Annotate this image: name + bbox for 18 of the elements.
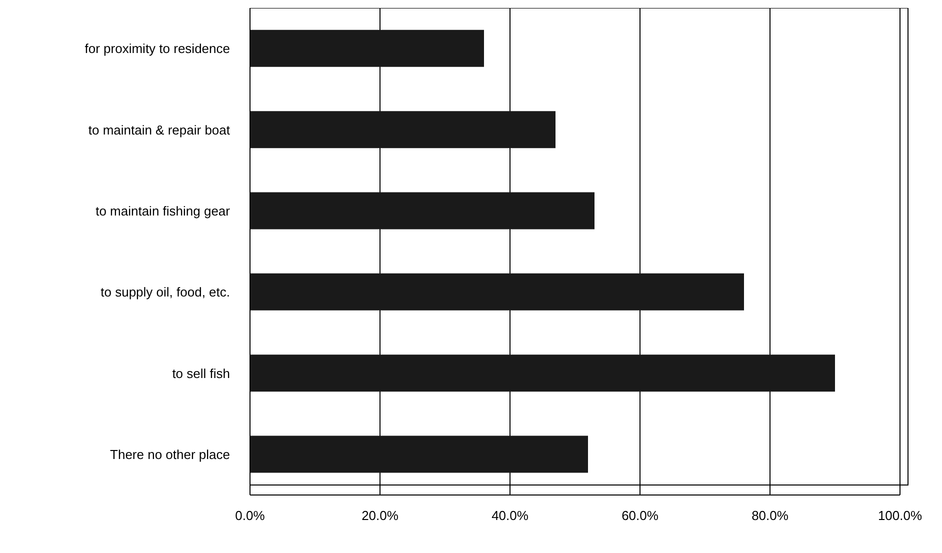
x-tick-label: 100.0%	[878, 508, 922, 524]
y-tick-label: to maintain fishing gear	[96, 204, 231, 219]
bar	[250, 30, 484, 67]
bar	[250, 436, 588, 473]
x-tick-label: 60.0%	[622, 508, 659, 524]
x-tick-label: 40.0%	[492, 508, 529, 524]
bar	[250, 192, 594, 230]
bar	[250, 354, 835, 392]
x-tick-label: 80.0%	[752, 508, 789, 524]
y-tick-label: to maintain & repair boat	[88, 122, 230, 138]
y-tick-label: to sell fish	[172, 366, 230, 381]
x-tick-label: 20.0%	[362, 508, 399, 524]
y-tick-label: for proximity to residence	[84, 41, 230, 56]
y-tick-label: There no other place	[110, 447, 230, 462]
bar	[250, 273, 744, 310]
bar	[250, 111, 556, 148]
y-tick-label: to supply oil, food, etc.	[100, 284, 230, 300]
x-tick-label: 0.0%	[235, 508, 266, 524]
